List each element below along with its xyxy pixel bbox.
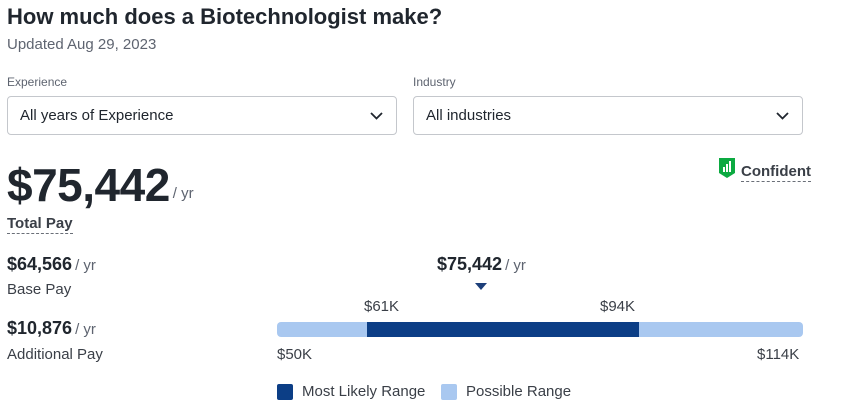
updated-date: Updated Aug 29, 2023 [7, 36, 157, 53]
industry-select-value: All industries [426, 107, 512, 124]
base-pay-label: Base Pay [7, 281, 72, 298]
additional-pay-per-year: / yr [75, 321, 96, 338]
confidence-badge[interactable]: Confident [718, 157, 811, 184]
pay-range-bar [277, 322, 803, 337]
additional-pay-label: Additional Pay [7, 346, 103, 363]
total-pay-value: $75,442 [7, 159, 170, 211]
industry-label: Industry [413, 75, 456, 89]
likely-swatch [277, 383, 293, 400]
experience-label: Experience [7, 75, 68, 89]
total-pay-amount: $75,442 / yr [7, 160, 194, 210]
base-pay-amount: $64,566 / yr [7, 254, 96, 275]
legend-likely: Most Likely Range [277, 383, 425, 400]
likely-range-bar [367, 322, 639, 337]
confidence-bars-icon [718, 157, 736, 184]
chevron-down-icon [369, 109, 383, 123]
total-pay-label[interactable]: Total Pay [7, 215, 73, 234]
page-title: How much does a Biotechnologist make? [7, 4, 443, 29]
legend-possible-label: Possible Range [466, 383, 572, 400]
likely-low-label: $61K [364, 298, 400, 315]
total-pay-per-year: / yr [172, 185, 194, 202]
median-pay: $75,442 / yr [437, 254, 526, 275]
experience-select-value: All years of Experience [20, 107, 174, 124]
range-max-label: $114K [757, 346, 800, 363]
base-pay-value: $64,566 [7, 254, 73, 274]
additional-pay-amount: $10,876 / yr [7, 318, 96, 339]
industry-select[interactable]: All industries [413, 96, 803, 135]
legend-possible: Possible Range [441, 383, 571, 400]
base-pay-per-year: / yr [75, 257, 96, 274]
median-pay-per-year: / yr [505, 257, 526, 274]
median-pay-value: $75,442 [437, 254, 503, 274]
range-min-label: $50K [277, 346, 313, 363]
chevron-down-icon [775, 109, 789, 123]
experience-select[interactable]: All years of Experience [7, 96, 397, 135]
legend-likely-label: Most Likely Range [302, 383, 426, 400]
possible-swatch [441, 383, 457, 400]
likely-high-label: $94K [600, 298, 636, 315]
median-marker-icon [475, 283, 487, 290]
confidence-label: Confident [741, 163, 811, 182]
additional-pay-value: $10,876 [7, 318, 73, 338]
